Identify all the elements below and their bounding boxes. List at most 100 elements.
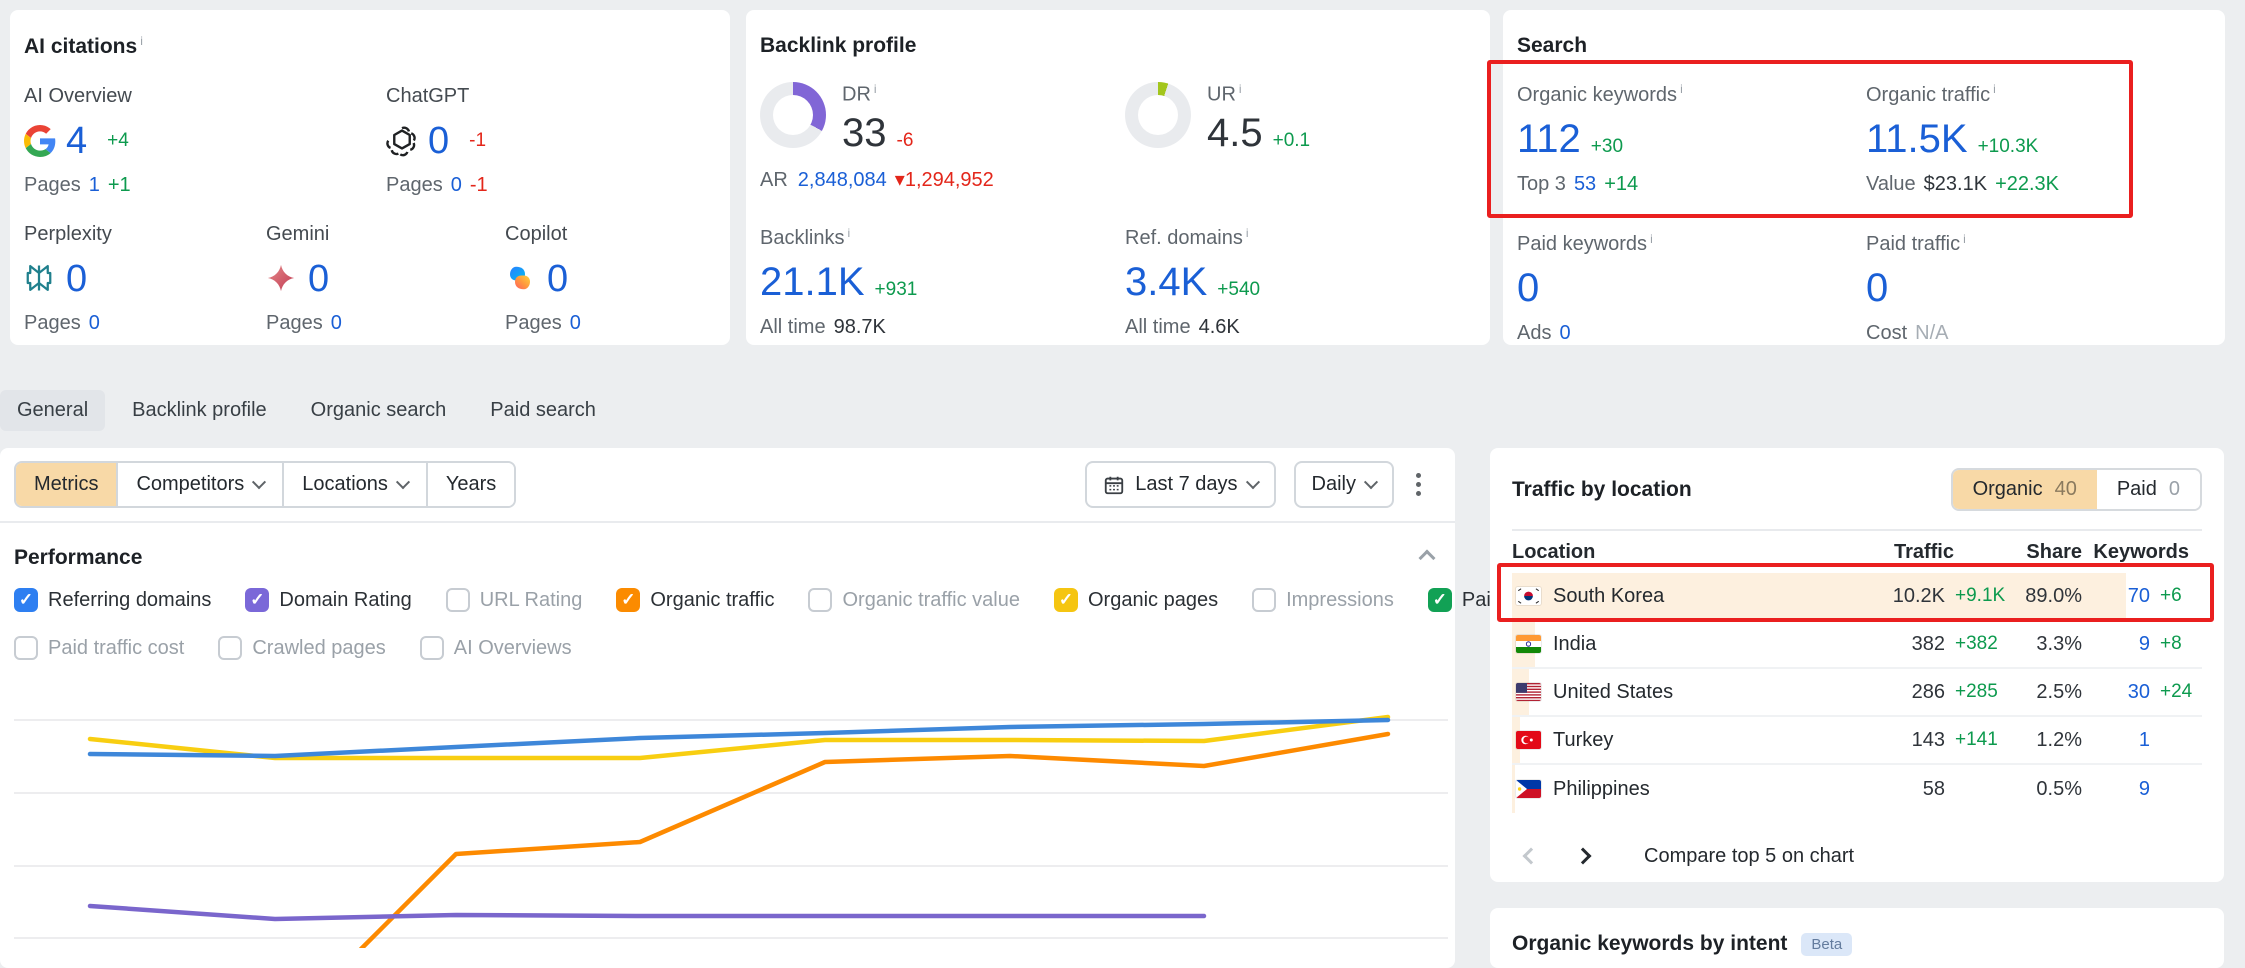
tab-backlink-profile[interactable]: Backlink profile	[132, 398, 267, 421]
dr-label: DR i	[842, 82, 877, 106]
checkbox-icon	[1053, 588, 1078, 612]
metrics-filter-button[interactable]: Metrics	[16, 463, 117, 506]
engine-label: AI Overview	[24, 85, 132, 107]
traffic-value: 143	[1911, 728, 1945, 751]
engine-value[interactable]: 0	[308, 258, 330, 300]
metric-checkbox[interactable]: Referring domains	[14, 588, 211, 612]
metric-checkbox[interactable]: Crawled pages	[218, 636, 386, 660]
metric-checkbox[interactable]: Domain Rating	[245, 588, 412, 612]
pages-value[interactable]: 0	[569, 312, 581, 334]
info-icon[interactable]: i	[1993, 82, 1996, 96]
engine-value[interactable]: 0	[547, 258, 569, 300]
keywords-value[interactable]: 9	[2138, 632, 2150, 655]
info-icon[interactable]: i	[1238, 82, 1242, 96]
engine-chatgpt: ChatGPT 0 -1 Pages 0 -1	[386, 85, 488, 197]
performance-title: Performance	[14, 546, 143, 569]
engine-label: ChatGPT	[386, 85, 470, 107]
locations-filter-button[interactable]: Locations	[282, 463, 426, 506]
keywords-value[interactable]: 70	[2127, 584, 2150, 607]
traffic-change: +382	[1955, 633, 1998, 654]
tab-paid-search[interactable]: Paid search	[490, 398, 596, 421]
organic-count: 40	[2054, 478, 2077, 500]
chevron-down-icon	[1245, 474, 1260, 489]
pages-value[interactable]: 0	[450, 174, 462, 196]
metric-checkbox-row-1: Referring domains Domain Rating URL Rati…	[14, 588, 1556, 612]
sub-value[interactable]: 0	[1559, 322, 1571, 345]
paid-keywords-value[interactable]: 0	[1517, 266, 1540, 311]
tab-general[interactable]: General	[0, 389, 106, 431]
organic-keywords-value[interactable]: 112	[1517, 116, 1581, 161]
years-filter-button[interactable]: Years	[425, 463, 515, 506]
paid-traffic-value[interactable]: 0	[1866, 266, 1889, 311]
info-icon[interactable]: i	[140, 34, 143, 48]
perplexity-icon	[24, 263, 56, 295]
organic-traffic-change: +10.3K	[1977, 135, 2039, 157]
copilot-icon	[505, 263, 537, 295]
sub-label: Ads	[1517, 322, 1552, 345]
traffic-value: 286	[1911, 680, 1945, 703]
metric-checkbox[interactable]: URL Rating	[445, 588, 582, 612]
pages-value[interactable]: 0	[330, 312, 342, 334]
alltime-value: 98.7K	[833, 316, 886, 339]
info-icon[interactable]: i	[873, 82, 877, 96]
engine-value[interactable]: 0	[428, 120, 450, 162]
metric-checkbox[interactable]: AI Overviews	[419, 636, 572, 660]
info-icon[interactable]: i	[1245, 225, 1249, 240]
info-icon[interactable]: i	[1650, 231, 1653, 246]
ar-value[interactable]: 2,848,084	[797, 168, 887, 191]
info-icon[interactable]: i	[1680, 82, 1683, 96]
keywords-value[interactable]: 9	[2138, 777, 2150, 800]
backlinks-value[interactable]: 21.1K	[760, 260, 865, 305]
location-table-row[interactable]: United States 286 +285 2.5% 30 +24	[1512, 669, 2202, 717]
location-table-row[interactable]: South Korea 10.2K +9.1K 89.0% 70 +6	[1512, 573, 2202, 621]
collapse-chevron-icon[interactable]	[1418, 549, 1436, 567]
sub-value[interactable]: 53	[1573, 172, 1597, 195]
organic-keywords-change: +30	[1590, 135, 1624, 157]
prev-page-icon[interactable]	[1512, 837, 1550, 875]
keywords-value[interactable]: 30	[2127, 680, 2150, 703]
checkbox-icon	[445, 588, 470, 612]
paid-traffic-metric: Paid traffic i 0 Cost N/A	[1866, 232, 2211, 346]
granularity-button[interactable]: Daily	[1293, 461, 1394, 508]
engine-value[interactable]: 4	[66, 120, 88, 162]
toggle-organic[interactable]: Organic 40	[1952, 470, 2097, 509]
info-icon[interactable]: i	[1963, 231, 1966, 246]
tab-organic-search[interactable]: Organic search	[310, 398, 447, 421]
pages-value[interactable]: 0	[88, 312, 100, 334]
ref-domains-value[interactable]: 3.4K	[1125, 260, 1208, 305]
organic-paid-toggle: Organic 40 Paid 0	[1950, 468, 2202, 511]
location-table-row[interactable]: Philippines 58 0.5% 9	[1512, 765, 2202, 813]
metric-checkbox[interactable]: Paid traffic cost	[14, 636, 184, 660]
beta-badge: Beta	[1801, 932, 1853, 956]
gemini-icon	[266, 263, 298, 295]
pages-label: Pages	[266, 312, 323, 334]
metric-checkbox[interactable]: Organic traffic	[616, 588, 774, 612]
sub-value: N/A	[1915, 322, 1949, 345]
backlinks-metric: Backlinks i 21.1K +931 All time 98.7K	[760, 226, 1125, 340]
info-icon[interactable]: i	[847, 225, 851, 240]
next-page-icon[interactable]	[1564, 837, 1602, 875]
engine-copilot: Copilot 0 Pages 0	[505, 223, 588, 335]
location-table-row[interactable]: Turkey 143 +141 1.2% 1	[1512, 717, 2202, 765]
share-bar	[1512, 765, 1516, 813]
date-range-button[interactable]: Last 7 days	[1085, 461, 1276, 508]
metric-checkbox[interactable]: Organic traffic value	[808, 588, 1020, 612]
location-table-row[interactable]: India 382 +382 3.3% 9 +8	[1512, 621, 2202, 669]
toggle-paid[interactable]: Paid 0	[2096, 470, 2200, 509]
ur-donut-chart	[1125, 82, 1191, 148]
keywords-change: +6	[2160, 585, 2182, 606]
more-options-icon[interactable]	[1412, 469, 1425, 500]
checkbox-label: Paid traffic cost	[48, 636, 185, 659]
engine-value[interactable]: 0	[66, 258, 88, 300]
organic-traffic-value[interactable]: 11.5K	[1866, 116, 1968, 161]
performance-line-chart[interactable]	[14, 690, 1448, 968]
pages-value[interactable]: 1	[88, 174, 100, 196]
keywords-value[interactable]: 1	[2138, 728, 2150, 751]
competitors-filter-button[interactable]: Competitors	[116, 463, 283, 506]
checkbox-label: Domain Rating	[279, 588, 412, 611]
metric-checkbox[interactable]: Impressions	[1252, 588, 1394, 612]
keywords-change: +8	[2160, 633, 2182, 654]
chart-toolbar: Metrics Competitors Locations Years Last…	[0, 448, 1455, 523]
metric-checkbox[interactable]: Organic pages	[1053, 588, 1218, 612]
compare-top5-link[interactable]: Compare top 5 on chart	[1644, 844, 1855, 867]
